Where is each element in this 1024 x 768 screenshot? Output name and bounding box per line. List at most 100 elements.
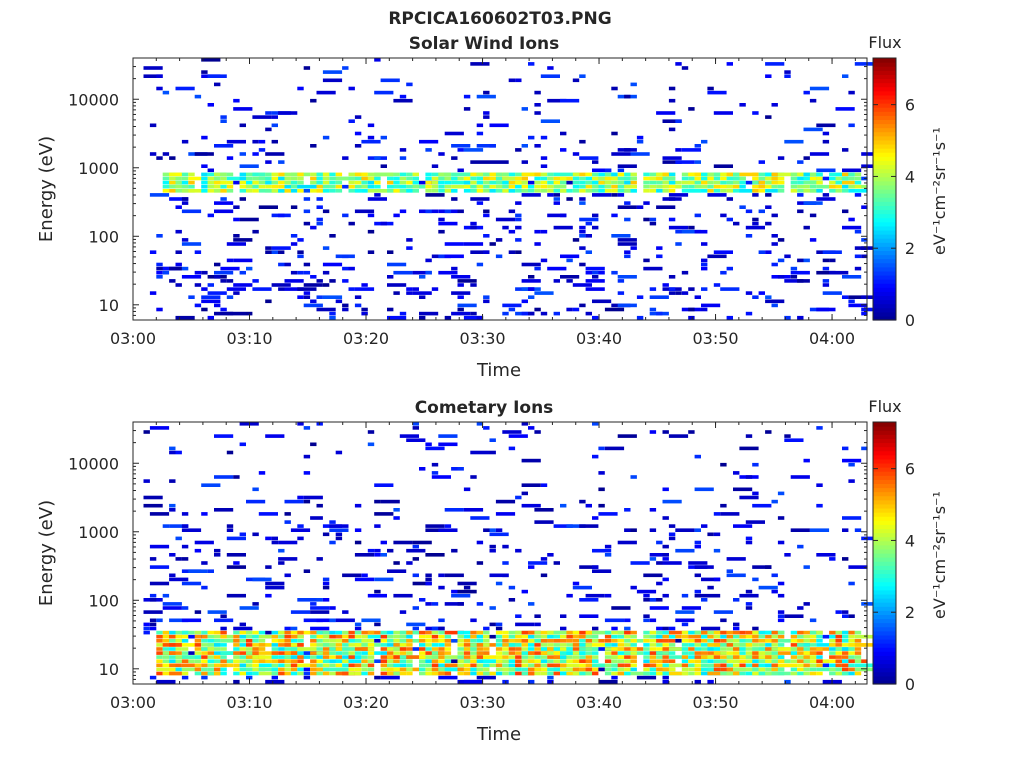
heatmap-cell [149, 544, 170, 549]
heatmap-cell [425, 176, 432, 181]
heatmap-cell [777, 238, 785, 242]
heatmap-cell [220, 667, 227, 672]
heatmap-cell [406, 659, 413, 663]
heatmap-cell [611, 172, 618, 177]
heatmap-cell [380, 634, 387, 639]
heatmap-cell [201, 634, 208, 639]
heatmap-cell [387, 275, 394, 279]
heatmap-cell [854, 663, 874, 668]
heatmap-cell [726, 655, 733, 659]
heatmap-cell [463, 663, 471, 668]
heatmap-cell [419, 647, 426, 651]
heatmap-cell [797, 209, 804, 214]
heatmap-cell [278, 630, 285, 635]
heatmap-cell [412, 172, 419, 177]
colorbar-segment [873, 454, 896, 460]
heatmap-cell [297, 647, 317, 651]
heatmap-cell [726, 630, 733, 635]
heatmap-cell [303, 283, 323, 287]
heatmap-cell [252, 180, 259, 185]
heatmap-cell [374, 483, 394, 487]
heatmap-cell [342, 184, 349, 189]
heatmap-cell [149, 557, 157, 561]
heatmap-cell [201, 307, 208, 312]
heatmap-cell [515, 622, 535, 627]
heatmap-cell [720, 512, 740, 516]
heatmap-cell [169, 647, 176, 651]
heatmap-cell [797, 180, 804, 185]
heatmap-cell [175, 250, 182, 254]
heatmap-cell [745, 234, 753, 238]
heatmap-cell [188, 180, 195, 185]
heatmap-cell [393, 184, 400, 189]
heatmap-cell [252, 229, 259, 234]
heatmap-cell [752, 176, 759, 181]
heatmap-cell [572, 152, 580, 156]
heatmap-cell [777, 643, 785, 647]
heatmap-cell [758, 209, 765, 214]
heatmap-cell [713, 577, 721, 582]
heatmap-cell [297, 254, 304, 259]
heatmap-cell [367, 430, 375, 434]
heatmap-cell [643, 201, 650, 205]
heatmap-cell [290, 234, 298, 238]
heatmap-cell [553, 639, 560, 643]
heatmap-cell [547, 193, 554, 197]
heatmap-cell [739, 176, 746, 181]
heatmap-cell [528, 671, 535, 676]
heatmap-cell [508, 598, 516, 602]
heatmap-cell [739, 446, 759, 451]
heatmap-cell [540, 663, 548, 668]
heatmap-cell [233, 667, 240, 672]
heatmap-cell [675, 618, 695, 623]
heatmap-cell [508, 172, 516, 177]
heatmap-cell [156, 663, 163, 668]
heatmap-cell [656, 561, 663, 565]
heatmap-cell [816, 189, 823, 193]
heatmap-cell [297, 238, 304, 242]
heatmap-cell [752, 217, 759, 222]
colorbar-segment [873, 90, 896, 96]
colorbar-segment [873, 172, 896, 178]
heatmap-cell [822, 139, 830, 144]
heatmap-cell [515, 148, 522, 152]
heatmap-cell [777, 184, 785, 189]
heatmap-cell [816, 184, 836, 189]
heatmap-cell [572, 307, 580, 312]
heatmap-cell [502, 544, 509, 549]
heatmap-cell [476, 189, 484, 193]
heatmap-cell [630, 172, 637, 177]
heatmap-cell [726, 266, 733, 271]
heatmap-cell [354, 131, 362, 136]
heatmap-cell [540, 180, 548, 185]
heatmap-cell [720, 213, 727, 218]
heatmap-cell [239, 172, 246, 177]
heatmap-cell [508, 78, 516, 83]
heatmap-cell [643, 647, 650, 651]
colorbar-segment [873, 528, 896, 534]
heatmap-cell [528, 602, 535, 606]
heatmap-cell [419, 630, 426, 635]
heatmap-cell [438, 671, 445, 676]
heatmap-cell [162, 647, 170, 651]
colorbar-tick-label: 4 [905, 531, 915, 550]
heatmap-cell [201, 189, 208, 193]
colorbar-segment [873, 66, 896, 71]
colorbar-title: Flux [868, 397, 901, 416]
heatmap-cell [310, 671, 317, 676]
heatmap-cell [412, 189, 419, 193]
heatmap-cell [809, 189, 817, 193]
heatmap-cell [246, 176, 253, 181]
heatmap-cell [688, 184, 695, 189]
heatmap-cell [835, 639, 842, 643]
heatmap-cell [822, 131, 830, 136]
heatmap-cell [604, 553, 612, 557]
heatmap-cell [809, 634, 817, 639]
heatmap-cell [483, 299, 490, 304]
heatmap-cell [842, 557, 849, 561]
heatmap-cell [181, 651, 189, 655]
heatmap-cell [265, 536, 272, 541]
heatmap-cell [592, 639, 599, 643]
heatmap-cell [278, 659, 285, 663]
heatmap-cell [329, 630, 336, 635]
